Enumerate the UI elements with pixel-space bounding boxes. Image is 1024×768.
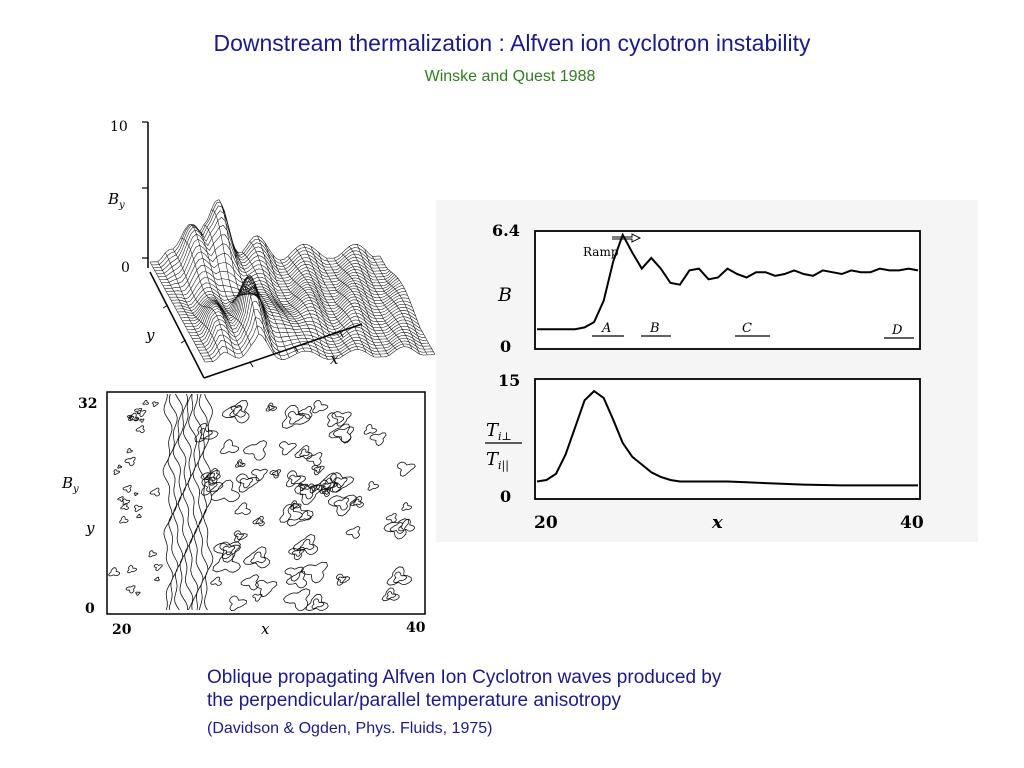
- contour-plot: 32 0 By y 20 x 40: [61, 391, 426, 638]
- contour-y-zero-tick: 0: [85, 601, 95, 617]
- surface-mesh: [149, 199, 436, 363]
- temperature-ratio-chart: 15 0 Ti⊥ Ti|| 20 x 40: [485, 371, 924, 533]
- ramp-annotation: Ramp: [583, 245, 619, 259]
- t-xlabel: x: [711, 512, 723, 533]
- citation: (Davidson & Ogden, Phys. Fluids, 1975): [207, 720, 493, 737]
- surface-z-zero-tick: 0: [121, 260, 130, 276]
- t-ylabel-numerator: Ti⊥: [486, 420, 512, 443]
- contour-b-label: By: [61, 474, 79, 495]
- contour-y-label: y: [85, 519, 95, 537]
- region-b-label: B: [649, 321, 660, 336]
- t-xtick-end: 40: [900, 513, 924, 533]
- b-ytick-zero: 0: [500, 337, 511, 356]
- contour-lines: [108, 393, 416, 612]
- region-c-label: C: [742, 321, 752, 336]
- contour-line-paths: [108, 393, 416, 612]
- b-series-line: [537, 232, 919, 331]
- t-ytick-zero: 0: [500, 487, 511, 506]
- slide-title: Downstream thermalization : Alfven ion c…: [213, 30, 811, 56]
- region-a-label: A: [601, 321, 611, 336]
- b-ytick-top: 6.4: [492, 221, 520, 240]
- surface-z-top-tick: 10: [110, 119, 128, 135]
- t-ytick-top: 15: [498, 371, 520, 390]
- contour-x-end-tick: 40: [406, 620, 426, 636]
- surface-z-label: By: [107, 190, 125, 211]
- b-ylabel: B: [497, 284, 512, 306]
- t-xtick-start: 20: [534, 513, 558, 533]
- caption-line-1: Oblique propagating Alfven Ion Cyclotron…: [207, 667, 722, 688]
- surface-y-label: y: [145, 326, 155, 344]
- ramp-arrow-icon: [612, 233, 642, 243]
- contour-x-label: x: [261, 620, 270, 638]
- contour-y-top-tick: 32: [78, 396, 97, 412]
- slide-subtitle: Winske and Quest 1988: [424, 68, 596, 85]
- contour-x-start-tick: 20: [112, 622, 132, 638]
- surface-plot: 10 0 By y x: [107, 119, 436, 379]
- figure-caption: Oblique propagating Alfven Ion Cyclotron…: [207, 666, 867, 712]
- region-d-label: D: [891, 323, 903, 338]
- surface-mesh-lines: [149, 199, 436, 363]
- caption-line-2: the perpendicular/parallel temperature a…: [207, 690, 622, 711]
- t-ylabel-denominator: Ti||: [486, 449, 509, 473]
- t-series-line: [536, 389, 918, 487]
